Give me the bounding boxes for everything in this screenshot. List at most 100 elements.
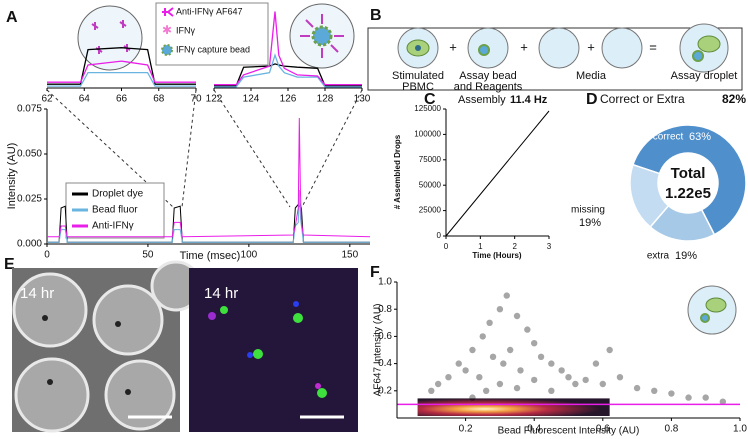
legend-text: IFNγ capture bead bbox=[176, 44, 250, 54]
segment-value: 63% bbox=[689, 131, 711, 143]
legend-icon bbox=[161, 44, 173, 56]
scatter-point bbox=[428, 387, 435, 394]
x-tick-label: 130 bbox=[354, 94, 371, 105]
panel-label: F bbox=[370, 264, 380, 281]
image-label: 14 hr bbox=[20, 285, 54, 302]
image-label: 14 hr bbox=[204, 285, 238, 302]
scatter-point bbox=[513, 384, 521, 392]
scatter-point bbox=[500, 360, 507, 367]
scatter-point bbox=[506, 346, 514, 354]
x-tick-label: 2 bbox=[512, 242, 517, 251]
zoom-connector bbox=[46, 89, 363, 208]
chart-title-value: 82% bbox=[722, 92, 746, 106]
y-tick-label: 75000 bbox=[419, 155, 442, 164]
x-tick-label: 126 bbox=[280, 94, 297, 105]
x-tick-label: 1 bbox=[478, 242, 483, 251]
item-label: Assay droplet bbox=[671, 70, 738, 82]
capture-bead bbox=[311, 25, 333, 47]
scatter-point bbox=[565, 374, 572, 381]
operator: + bbox=[449, 39, 457, 54]
scatter-point bbox=[503, 292, 510, 299]
x-tick-label: 124 bbox=[243, 94, 260, 105]
x-tick-label: 0.8 bbox=[664, 424, 678, 435]
x-tick-label: 70 bbox=[190, 94, 202, 105]
y-tick-label: 0.2 bbox=[378, 385, 392, 396]
y-tick-label: 0.000 bbox=[17, 239, 42, 250]
cell bbox=[697, 35, 721, 53]
data-line bbox=[47, 71, 196, 87]
x-tick-label: 64 bbox=[79, 94, 91, 105]
scatter-point bbox=[668, 390, 675, 397]
y-tick-label: 0.050 bbox=[17, 149, 42, 160]
x-axis-label: Bead Fluorescent Intensity (AU) bbox=[498, 426, 640, 437]
y-axis-label: Intensity (AU) bbox=[6, 143, 18, 210]
x-axis-label: Time (Hours) bbox=[472, 251, 522, 260]
scatter-point bbox=[558, 367, 565, 374]
item-label: Assay bead bbox=[459, 70, 516, 82]
x-tick-label: 68 bbox=[153, 94, 165, 105]
bead bbox=[478, 44, 490, 56]
droplet-media bbox=[601, 27, 643, 69]
scatter-point bbox=[599, 380, 606, 388]
legend-text: Anti-IFNγ bbox=[92, 221, 134, 232]
scatter-point bbox=[489, 353, 497, 360]
item-label: Media bbox=[576, 70, 607, 82]
scatter-point bbox=[616, 374, 624, 381]
data-line bbox=[47, 117, 371, 238]
scatter-point bbox=[651, 387, 658, 394]
y-tick-label: 125000 bbox=[414, 104, 441, 113]
scatter-point bbox=[606, 346, 613, 354]
bead-images bbox=[42, 315, 131, 395]
chart-title: Assembly bbox=[458, 94, 506, 106]
x-axis-label: Time (msec) bbox=[180, 250, 241, 262]
center-value: 1.22e5 bbox=[665, 185, 711, 202]
antibody-icons bbox=[300, 14, 344, 58]
legend-text: Anti-IFNγ AF647 bbox=[176, 6, 243, 16]
scatter-point bbox=[548, 387, 555, 394]
center-title: Total bbox=[671, 165, 706, 182]
droplet-images bbox=[12, 260, 202, 433]
panel-label: A bbox=[6, 9, 18, 26]
segment-name: correct bbox=[653, 132, 684, 143]
density-band bbox=[417, 398, 610, 416]
bead bbox=[692, 50, 704, 62]
cell bbox=[705, 297, 727, 313]
scatter-point bbox=[548, 360, 555, 367]
scatter-point bbox=[496, 306, 504, 313]
x-tick-label: 66 bbox=[116, 94, 128, 105]
operator: = bbox=[649, 39, 657, 54]
scatter-point bbox=[531, 340, 538, 347]
x-tick-label: 1.0 bbox=[733, 424, 747, 435]
data-line bbox=[214, 11, 362, 86]
x-tick-label: 0 bbox=[44, 250, 50, 261]
scatter-point bbox=[486, 319, 493, 326]
scatter-point bbox=[469, 394, 476, 401]
scatter-point bbox=[445, 374, 452, 381]
scatter-point bbox=[517, 367, 524, 374]
y-axis-label: # Assembled Drops bbox=[393, 134, 402, 209]
segment-value: 19% bbox=[579, 217, 601, 229]
y-tick-label: 25000 bbox=[419, 206, 442, 215]
nucleus bbox=[415, 45, 421, 51]
scatter-point bbox=[513, 312, 521, 320]
x-tick-label: 0 bbox=[444, 242, 449, 251]
chart-title: Correct or Extra bbox=[600, 92, 685, 106]
scatter-point bbox=[455, 360, 462, 367]
scatter-point bbox=[685, 394, 692, 401]
y-tick-label: 0.075 bbox=[17, 104, 42, 115]
scatter-point bbox=[496, 380, 504, 388]
scatter-point bbox=[572, 380, 579, 388]
x-tick-label: 0.2 bbox=[459, 424, 473, 435]
y-axis-label: AF647 Intensity (AU) bbox=[373, 304, 384, 397]
data-line bbox=[47, 189, 370, 243]
droplet-media bbox=[538, 27, 580, 69]
panel-label: E bbox=[4, 256, 15, 273]
x-tick-label: 122 bbox=[206, 94, 223, 105]
data-line bbox=[214, 53, 362, 88]
y-tick-label: 100000 bbox=[414, 130, 441, 139]
donut-hole bbox=[658, 153, 718, 213]
x-tick-label: 150 bbox=[341, 250, 358, 261]
droplet-illustration bbox=[77, 5, 143, 71]
legend-text: Droplet dye bbox=[92, 189, 144, 200]
